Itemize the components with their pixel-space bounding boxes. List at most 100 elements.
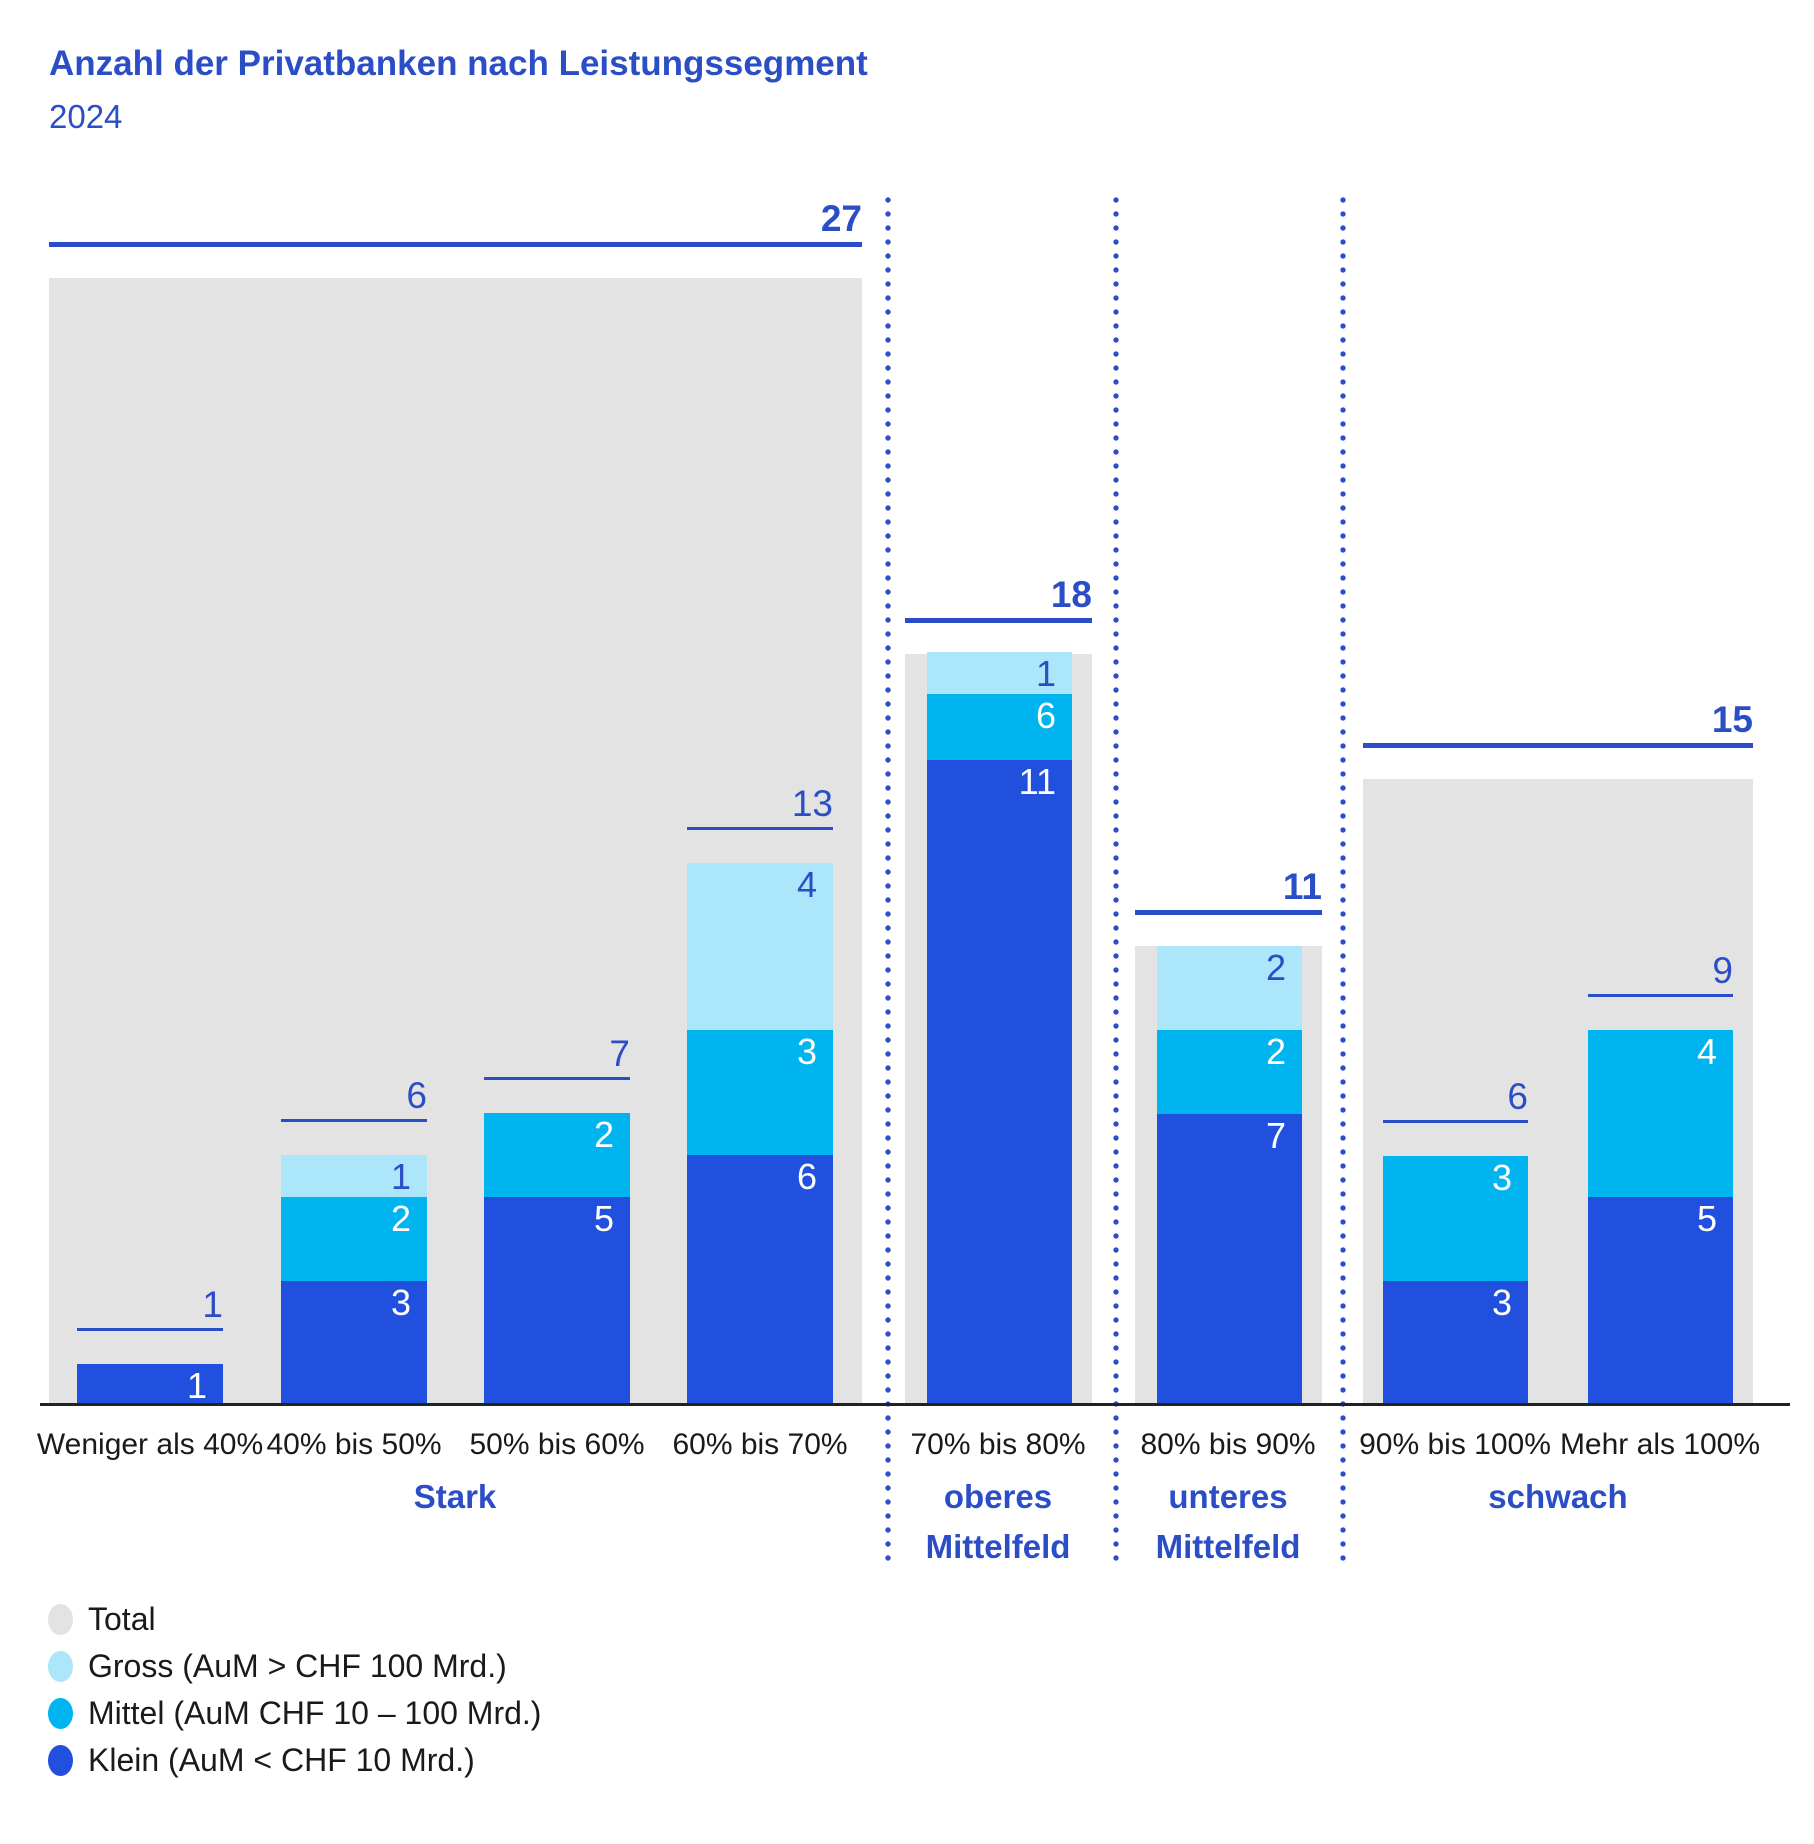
total-value: 7	[609, 1033, 630, 1074]
bar-segment-mittel	[1588, 1030, 1733, 1197]
total-line	[1135, 910, 1322, 915]
group-total-marker: 11	[1135, 866, 1322, 915]
segment-value-label: 7	[1265, 1115, 1286, 1156]
group-label-line: Stark	[413, 1478, 497, 1515]
total-value: 1	[202, 1284, 223, 1325]
total-line	[484, 1077, 630, 1080]
bar-segment-klein	[484, 1197, 630, 1406]
total-line	[1383, 1120, 1528, 1123]
segment-value-label: 2	[1265, 1031, 1286, 1072]
group-separator-dotted-line	[885, 197, 891, 1566]
bar-total-marker: 7	[484, 1033, 630, 1080]
total-line	[1363, 743, 1753, 748]
total-value: 6	[1507, 1076, 1528, 1117]
segment-value-label: 2	[390, 1198, 411, 1239]
bar-segment-gross	[687, 863, 833, 1030]
bar-segment-klein	[687, 1155, 833, 1406]
segment-value-label: 1	[186, 1365, 207, 1406]
bar-total-marker: 6	[1383, 1076, 1528, 1123]
bar-segment-mittel	[484, 1113, 630, 1197]
group-label-line: schwach	[1488, 1478, 1628, 1515]
category-label: Mehr als 100%	[1559, 1428, 1761, 1461]
segment-value-label: 3	[1491, 1282, 1512, 1323]
bar-segment-klein	[1588, 1197, 1733, 1406]
category-label: 80% bis 90%	[1140, 1428, 1316, 1461]
group-label: schwach	[1488, 1472, 1627, 1522]
group-label-line: Mittelfeld	[1155, 1528, 1301, 1565]
segment-value-label: 4	[1696, 1031, 1717, 1072]
segment-value-label: 11	[1018, 761, 1056, 802]
group-total-marker: 15	[1363, 699, 1753, 748]
segment-value-label: 3	[390, 1282, 411, 1323]
legend-label: Gross (AuM > CHF 100 Mrd.)	[88, 1648, 507, 1684]
mittel-swatch-icon	[48, 1698, 73, 1729]
legend-label: Mittel (AuM CHF 10 – 100 Mrd.)	[88, 1695, 542, 1731]
total-line	[905, 618, 1092, 623]
legend: Total Gross (AuM > CHF 100 Mrd.) Mittel …	[48, 1596, 541, 1784]
total-swatch-icon	[48, 1604, 73, 1635]
bar-segment-mittel	[281, 1197, 427, 1281]
total-value: 18	[1050, 574, 1092, 615]
group-label: oberes Mittelfeld	[926, 1472, 1071, 1572]
category-label: 70% bis 80%	[910, 1428, 1086, 1461]
chart-subtitle: 2024	[49, 98, 123, 135]
segment-value-label: 6	[1035, 695, 1056, 736]
legend-item-mittel: Mittel (AuM CHF 10 – 100 Mrd.)	[48, 1690, 541, 1737]
x-axis-line	[40, 1403, 1790, 1406]
segment-value-label: 4	[796, 864, 817, 905]
bar-segment-gross	[927, 652, 1072, 694]
total-value: 6	[406, 1075, 427, 1116]
gross-swatch-icon	[48, 1651, 73, 1682]
segment-value-label: 1	[390, 1156, 411, 1197]
bar-total-marker: 13	[687, 783, 833, 830]
legend-item-gross: Gross (AuM > CHF 100 Mrd.)	[48, 1643, 541, 1690]
bar-total-marker: 1	[77, 1284, 223, 1331]
group-label-line: oberes	[943, 1478, 1053, 1515]
bar-segment-mittel	[927, 694, 1072, 760]
segment-value-label: 2	[1265, 947, 1286, 988]
total-value: 27	[820, 198, 862, 239]
category-label: 50% bis 60%	[469, 1428, 645, 1461]
group-separator-dotted-line	[1340, 197, 1346, 1566]
legend-label: Klein (AuM < CHF 10 Mrd.)	[88, 1742, 475, 1778]
bar-total-marker: 9	[1588, 950, 1733, 997]
klein-swatch-icon	[48, 1745, 73, 1776]
chart-title: Anzahl der Privatbanken nach Leistungsse…	[49, 44, 868, 83]
group-label-line: unteres	[1168, 1478, 1288, 1515]
group-label: unteres Mittelfeld	[1156, 1472, 1301, 1572]
category-label: Weniger als 40%	[36, 1428, 264, 1461]
total-value: 15	[1711, 699, 1753, 740]
category-label: 40% bis 50%	[266, 1428, 442, 1461]
group-total-marker: 27	[49, 198, 862, 247]
total-line	[77, 1328, 223, 1331]
group-total-marker: 18	[905, 574, 1092, 623]
group-separator-dotted-line	[1113, 197, 1119, 1566]
total-line	[281, 1119, 427, 1122]
bar-total-marker: 6	[281, 1075, 427, 1122]
segment-value-label: 6	[796, 1156, 817, 1197]
segment-value-label: 2	[593, 1114, 614, 1155]
bar-segment-klein	[927, 760, 1072, 1406]
total-value: 9	[1712, 950, 1733, 991]
bar-segment-klein	[281, 1281, 427, 1406]
bar-segment-mittel	[687, 1030, 833, 1155]
bar-segment-klein	[1383, 1281, 1528, 1406]
segment-value-label: 3	[796, 1031, 817, 1072]
legend-label: Total	[88, 1601, 156, 1637]
total-line	[49, 242, 862, 247]
bar-segment-klein	[1157, 1114, 1302, 1406]
bar-segment-klein	[77, 1364, 223, 1406]
bar-segment-mittel	[1383, 1156, 1528, 1281]
legend-item-klein: Klein (AuM < CHF 10 Mrd.)	[48, 1737, 541, 1784]
segment-value-label: 5	[593, 1198, 614, 1239]
legend-item-total: Total	[48, 1596, 541, 1643]
total-value: 13	[791, 783, 833, 824]
group-label: Stark	[414, 1472, 497, 1522]
group-label-line: Mittelfeld	[925, 1528, 1071, 1565]
total-line	[1588, 994, 1733, 997]
total-value: 11	[1282, 866, 1322, 907]
bar-segment-gross	[1157, 946, 1302, 1030]
category-label: 90% bis 100%	[1359, 1428, 1551, 1461]
segment-value-label: 5	[1696, 1198, 1717, 1239]
